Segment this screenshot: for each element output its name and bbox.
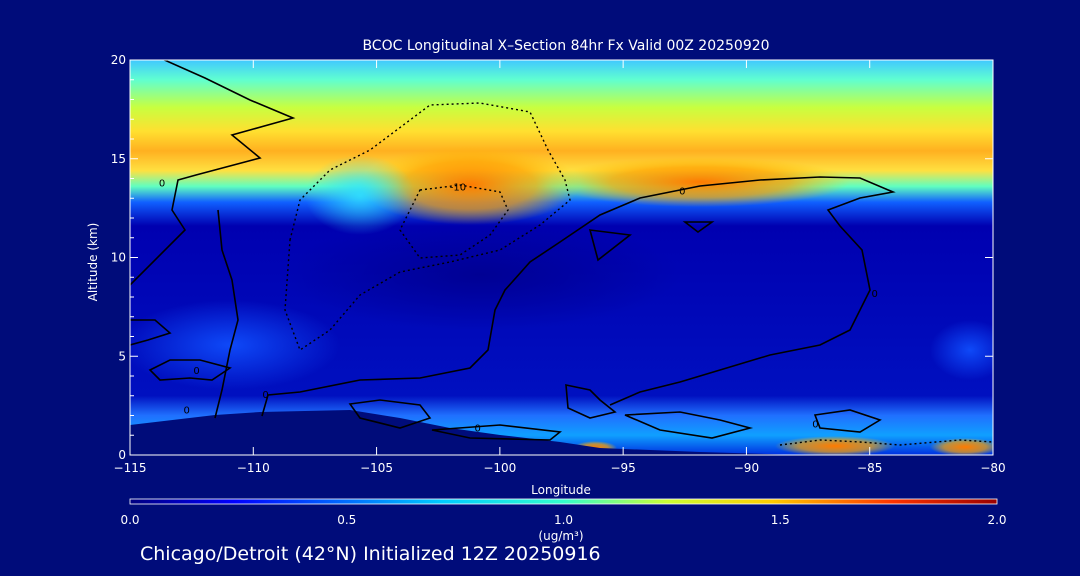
blue-low-west	[130, 300, 340, 390]
colorbar	[129, 498, 998, 505]
contour-zero-main	[261, 176, 896, 417]
chart-title: BCOC Longitudinal X–Section 84hr Fx Vali…	[362, 38, 769, 54]
contour-zero-low-2	[148, 359, 232, 381]
dark-mid-region	[280, 220, 680, 330]
x-tick-label: −95	[610, 461, 635, 475]
contour-lines	[130, 60, 896, 441]
colorbar-tick-label: 0.0	[120, 513, 139, 527]
colorbar-ticks: 0.0 0.5 1.0 1.5 2.0	[120, 513, 1006, 527]
x-tick-label: −105	[360, 461, 393, 475]
blue-low-east	[930, 320, 993, 380]
contour-zero-small-2	[682, 221, 715, 233]
contour-labels: 0 0 0 0 0 0 0 0 -10	[159, 178, 878, 434]
x-axis-label: Longitude	[531, 483, 591, 497]
x-tick-label: −80	[980, 461, 1005, 475]
y-tick-label: 5	[118, 349, 126, 363]
colorbar-unit: (ug/m³)	[538, 529, 583, 543]
contour-zero-low-4	[431, 424, 562, 441]
contour-zero-low-1	[130, 319, 172, 346]
concentration-field	[130, 60, 993, 455]
colorbar-tick-label: 2.0	[987, 513, 1006, 527]
hot-surface-3	[930, 438, 993, 455]
y-tick-label: 10	[111, 251, 126, 265]
colorbar-tick-label: 1.5	[771, 513, 790, 527]
hot-band-east	[550, 157, 850, 207]
hot-core-upper	[360, 145, 580, 225]
contour-label: 0	[193, 366, 199, 377]
contour-lines-dashed	[284, 102, 993, 446]
x-tick-label: −115	[114, 461, 147, 475]
x-axis: −115 −110 −105 −100 −95 −90 −85 −80	[114, 60, 1006, 475]
contour-zero-west-inner	[214, 209, 239, 419]
x-tick-label: −90	[734, 461, 759, 475]
contour-negative-outer	[284, 102, 571, 352]
colorbar-tick-label: 0.5	[337, 513, 356, 527]
y-axis-label: Altitude (km)	[86, 223, 100, 302]
y-tick-label: 20	[111, 53, 126, 67]
contour-label: 0	[184, 406, 190, 417]
hot-surface-2	[775, 436, 895, 455]
y-tick-label: 15	[111, 152, 126, 166]
contour-label: 0	[679, 186, 685, 197]
contour-zero-small-1	[588, 229, 633, 262]
contour-zero-low-5	[565, 383, 617, 419]
contour-zero-low-7	[813, 409, 882, 433]
x-tick-label: −85	[857, 461, 882, 475]
contour-zero-west	[130, 60, 296, 286]
cyan-plume	[305, 155, 415, 235]
colorbar-tick-label: 1.0	[554, 513, 573, 527]
contour-label: 0	[159, 178, 165, 189]
contour-zero-low-6	[624, 411, 754, 439]
contour-zero-low-3	[348, 399, 432, 429]
contour-negative-inner	[399, 184, 509, 259]
contour-label: 0	[474, 423, 480, 434]
x-tick-label: −100	[483, 461, 516, 475]
x-tick-label: −110	[237, 461, 270, 475]
footer-caption: Chicago/Detroit (42°N) Initialized 12Z 2…	[140, 543, 601, 565]
terrain-mask	[130, 410, 993, 455]
contour-negative-surface	[779, 439, 993, 446]
contour-label: 0	[812, 419, 818, 430]
contour-label: -10	[450, 182, 466, 193]
contour-label: 0	[262, 390, 268, 401]
contour-label: 0	[871, 289, 877, 300]
y-axis: 0 5 10 15 20	[111, 53, 993, 462]
y-tick-label: 0	[118, 448, 126, 462]
